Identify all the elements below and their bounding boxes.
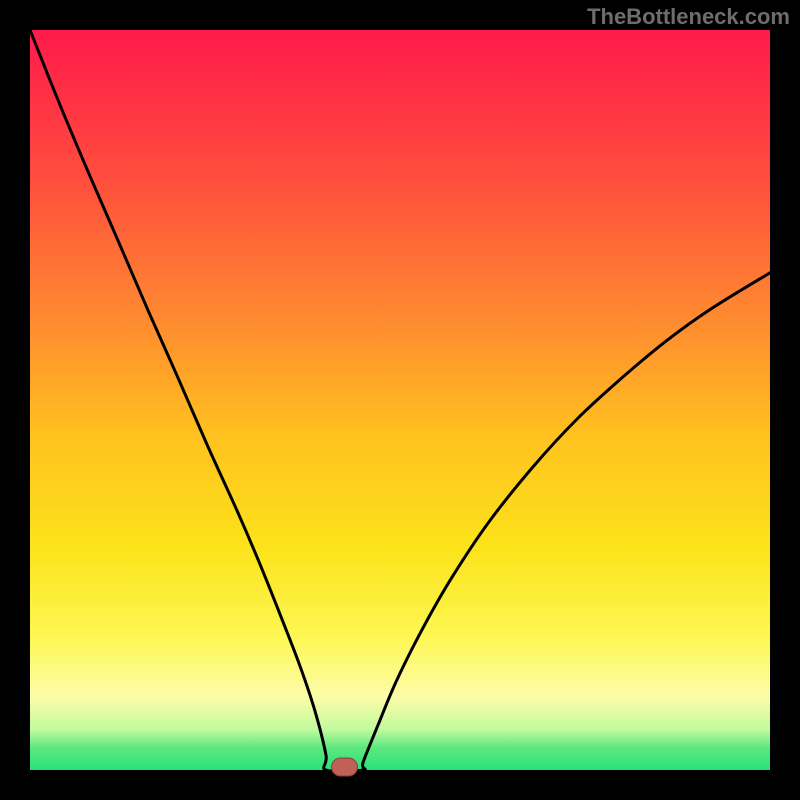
chart-container: TheBottleneck.com [0,0,800,800]
optimal-marker [332,758,358,776]
gradient-background [30,30,770,770]
watermark-text: TheBottleneck.com [587,4,790,30]
bottleneck-plot [0,0,800,800]
